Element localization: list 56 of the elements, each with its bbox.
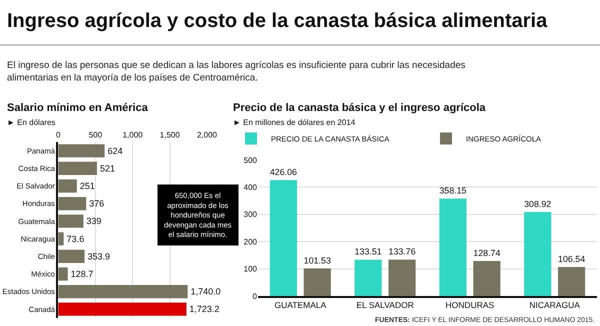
bar [58,267,68,281]
bar [388,260,416,296]
chart-subtitle: ► En millones de dólares en 2014 [233,118,356,127]
data-label: 128.7 [70,269,94,279]
data-label: 624 [108,146,123,156]
bar [58,197,86,210]
data-label: 1,740.0 [190,286,221,297]
y-tick-label: 100 [244,264,258,274]
x-tick-label: 1,500 [160,130,180,140]
data-label: 1,723.2 [189,304,220,314]
bar [58,179,77,193]
data-label: 128.74 [473,248,500,258]
bar [439,198,466,296]
bar [304,268,331,296]
chart-title: Precio de la canasta básica y el ingreso agrícola [233,102,486,114]
y-tick-label: 500 [244,156,258,165]
bar [58,144,105,158]
bar [58,285,188,298]
y-tick-label: 200 [244,237,258,246]
bar [354,260,382,296]
data-label: 308.92 [524,199,552,209]
data-label: 353.9 [88,251,110,262]
x-tick-label: NICARAGUA [529,300,580,310]
text: El ingreso de las personas que se dedican a las labores agrícolas es insuficiente para cubrir las necesidades alimentarias en la mayoría de los países de Centroamérica. [7,60,466,84]
x-tick-label: EL SALVADOR [356,300,414,310]
chart-title: Salario mínimo en América [7,102,149,114]
bar [58,250,85,263]
bar [58,162,97,175]
y-tick-label: 400 [244,183,258,192]
data-label: 426.06 [270,167,298,178]
data-label: 521 [100,163,115,174]
data-label: 133.51 [354,246,382,257]
data-label: 73.6 [66,234,84,244]
text: Ingreso agrícola y costo de la canasta básica alimentaria [7,10,548,32]
y-tick-label: 300 [244,210,258,220]
data-label: 376 [89,198,104,209]
data-label: 358.15 [439,186,467,196]
bar [58,214,84,228]
data-label: 101.53 [304,255,331,266]
bar [58,232,64,246]
data-label: 133.76 [388,246,416,257]
bar [558,267,586,296]
x-tick-label: HONDURAS [446,300,495,310]
y-tick-label: 0 [252,292,258,301]
bar [58,302,186,316]
bar [524,212,552,296]
x-tick-label: 2,000 [196,130,218,140]
data-label: 339 [86,216,102,226]
x-tick-label: 500 [88,130,103,140]
x-tick-label: 1,000 [122,130,144,140]
x-tick-label: GUATEMALA [274,300,327,310]
data-label: 251 [80,181,95,191]
bar [270,180,297,296]
bar [473,260,500,296]
chart-subtitle: ► En dólares [7,118,56,127]
data-label: 106.54 [558,254,586,264]
